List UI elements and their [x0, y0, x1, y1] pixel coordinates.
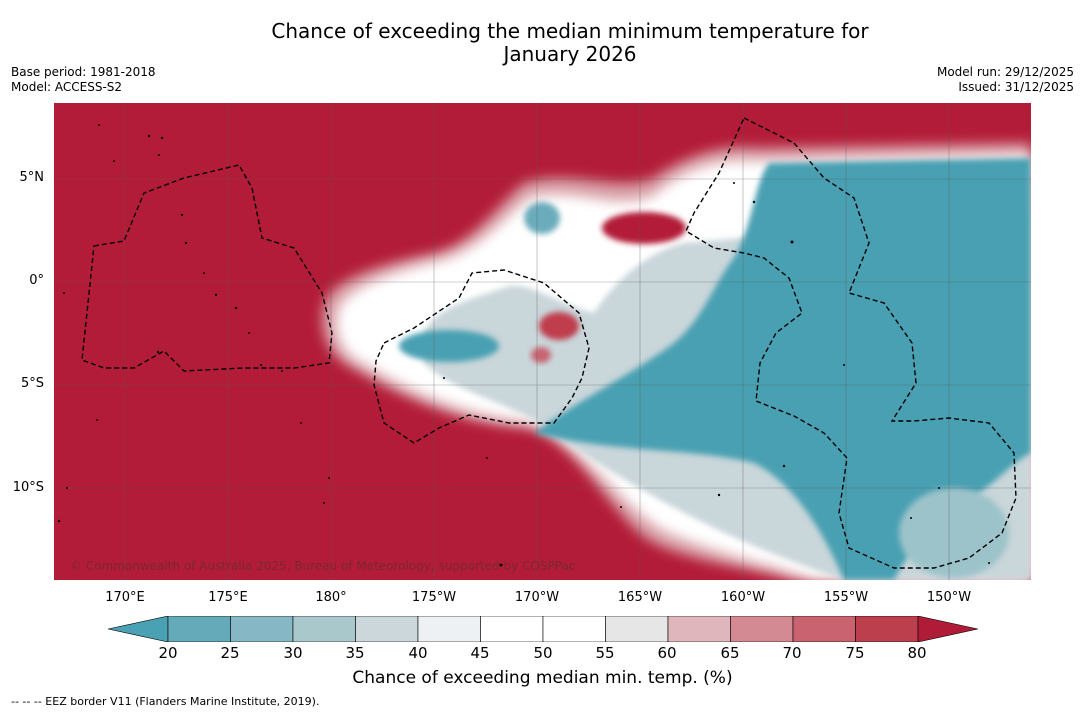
- issued-date: Issued: 31/12/2025: [958, 80, 1074, 94]
- lon-label-150w: 150°W: [926, 590, 972, 605]
- lon-label-170e: 170°E: [105, 590, 145, 605]
- colorbar-segment: [480, 616, 544, 642]
- colorbar-tick: 35: [345, 644, 365, 662]
- title-line-1: Chance of exceeding the median minimum t…: [271, 19, 869, 43]
- colorbar-tick: 80: [907, 644, 927, 662]
- colorbar-tick: 70: [782, 644, 802, 662]
- colorbar-tick: 75: [845, 644, 865, 662]
- cool-patch-west: [399, 330, 499, 362]
- model-name: Model: ACCESS-S2: [11, 80, 123, 94]
- colorbar-tick: 55: [595, 644, 615, 662]
- lon-label-170w: 170°W: [514, 590, 560, 605]
- colorbar-tick: 65: [720, 644, 740, 662]
- colorbar-tick: 60: [657, 644, 677, 662]
- map-title: Chance of exceeding the median minimum t…: [170, 20, 970, 66]
- lat-label-10s: 10°S: [12, 480, 44, 495]
- lat-label-5n: 5°N: [19, 170, 45, 185]
- island-dots: [57, 124, 990, 567]
- colorbar-segment: [855, 616, 919, 642]
- warm-patch-small: [531, 347, 551, 363]
- model-run: Model run: 29/12/2025: [936, 65, 1074, 79]
- colorbar: [108, 616, 978, 642]
- base-period: Base period: 1981-2018: [11, 65, 156, 79]
- lon-label-180: 180°: [315, 590, 347, 605]
- colorbar-segment: [417, 616, 481, 642]
- map-panel: [54, 103, 1031, 580]
- colorbar-segment: [792, 616, 856, 642]
- colorbar-segment: [292, 616, 356, 642]
- cool-patch-north: [524, 202, 560, 234]
- lon-label-165w: 165°W: [617, 590, 663, 605]
- colorbar-segment: [167, 616, 231, 642]
- title-line-2: January 2026: [503, 42, 637, 66]
- colorbar-tick: 20: [158, 644, 178, 662]
- colorbar-tick: 45: [470, 644, 490, 662]
- colorbar-segment: [355, 616, 419, 642]
- lon-label-175w: 175°W: [411, 590, 457, 605]
- lon-label-160w: 160°W: [720, 590, 766, 605]
- base-info: Base period: 1981-2018 Model: ACCESS-S2: [11, 65, 156, 95]
- warm-patch-north: [602, 212, 686, 244]
- eez-kiribati-gilberts: [81, 164, 333, 372]
- copyright-notice: © Commonwealth of Australia 2025, Bureau…: [70, 559, 576, 573]
- warm-patch-central: [539, 312, 579, 340]
- colorbar-extend-low: [108, 616, 169, 642]
- lat-label-5s: 5°S: [20, 376, 44, 391]
- warm-southern-edge: [614, 574, 754, 580]
- cool-region: [534, 158, 1031, 580]
- graticule: [54, 103, 1031, 580]
- colorbar-segment: [230, 616, 294, 642]
- colorbar-segment: [667, 616, 731, 642]
- colorbar-extend-high: [917, 616, 978, 642]
- lon-label-175e: 175°E: [208, 590, 248, 605]
- colorbar-tick: 30: [283, 644, 303, 662]
- eez-borders: [81, 117, 1017, 569]
- colorbar-segment: [542, 616, 606, 642]
- colorbar-segment: [730, 616, 794, 642]
- colorbar-tick: 50: [533, 644, 553, 662]
- probability-map: [54, 103, 1031, 580]
- eez-tokelau: [373, 269, 590, 444]
- run-info: Model run: 29/12/2025 Issued: 31/12/2025: [937, 65, 1074, 95]
- colorbar-segments: [108, 616, 978, 642]
- lat-label-0: 0°: [29, 273, 44, 288]
- colorbar-tick: 25: [220, 644, 240, 662]
- eez-legend-note: -- -- -- EEZ border V11 (Flanders Marine…: [11, 695, 320, 708]
- colorbar-label: Chance of exceeding median min. temp. (%…: [352, 668, 733, 688]
- lon-label-155w: 155°W: [823, 590, 869, 605]
- colorbar-tick: 40: [408, 644, 428, 662]
- cool-patch-southeast: [899, 488, 1009, 578]
- colorbar-segment: [605, 616, 669, 642]
